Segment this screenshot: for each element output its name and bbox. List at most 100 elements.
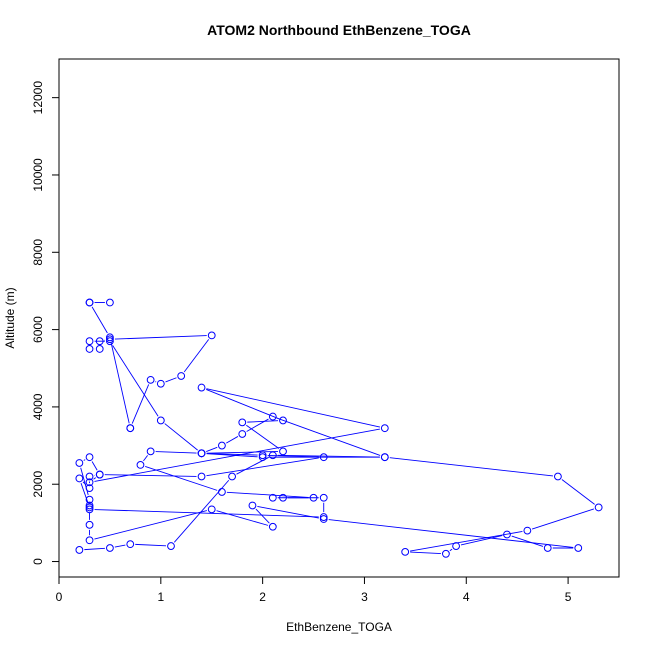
data-point bbox=[197, 449, 206, 458]
data-point bbox=[85, 505, 94, 514]
data-point bbox=[85, 337, 94, 346]
data-point bbox=[75, 474, 84, 483]
series-segment bbox=[206, 389, 279, 419]
series-segment bbox=[226, 436, 239, 444]
y-tick-label: 6000 bbox=[31, 316, 45, 343]
series-segment bbox=[206, 453, 258, 456]
data-point bbox=[268, 493, 277, 502]
x-axis: 0 1 2 3 4 5 bbox=[56, 576, 572, 604]
data-point bbox=[156, 379, 165, 388]
data-point bbox=[258, 451, 267, 460]
series-segment bbox=[131, 384, 150, 424]
data-point bbox=[279, 447, 287, 456]
data-point bbox=[279, 416, 287, 425]
series-segment bbox=[135, 543, 167, 547]
x-tick-label: 4 bbox=[463, 590, 470, 604]
series-segment bbox=[93, 477, 97, 480]
series-segment bbox=[449, 548, 453, 552]
data-point bbox=[319, 493, 328, 502]
series-segment bbox=[114, 544, 126, 548]
data-point bbox=[75, 546, 84, 554]
series-segment bbox=[247, 420, 279, 423]
series-segment bbox=[104, 474, 197, 477]
data-point bbox=[85, 298, 94, 307]
data-point bbox=[85, 472, 94, 481]
series-segment bbox=[460, 535, 503, 546]
data-point bbox=[95, 345, 104, 353]
data-point bbox=[380, 453, 389, 462]
y-axis-title: Altitude (m) bbox=[3, 287, 17, 348]
series-segment bbox=[226, 491, 309, 498]
y-tick-label: 8000 bbox=[31, 239, 45, 266]
series-segment bbox=[216, 510, 269, 526]
data-point bbox=[85, 345, 94, 353]
y-tick-label: 0 bbox=[31, 558, 45, 565]
data-point bbox=[146, 375, 155, 384]
series-segment bbox=[277, 417, 381, 456]
data-point bbox=[268, 451, 277, 460]
data-point bbox=[197, 383, 206, 392]
data-point bbox=[401, 547, 410, 556]
data-point bbox=[268, 412, 277, 421]
series-segment bbox=[561, 479, 595, 505]
data-point bbox=[95, 337, 104, 346]
plot-frame bbox=[58, 58, 620, 578]
series-segment bbox=[206, 457, 319, 477]
series-segment bbox=[80, 482, 89, 503]
x-tick-label: 2 bbox=[259, 590, 266, 604]
series-segment bbox=[206, 446, 218, 452]
data-point bbox=[156, 416, 165, 425]
series-segment bbox=[94, 510, 207, 540]
series-segment bbox=[114, 335, 207, 340]
data-point bbox=[248, 501, 257, 510]
series-segment bbox=[94, 428, 380, 482]
data-point bbox=[207, 331, 216, 340]
series-segment bbox=[257, 505, 319, 519]
series-segment bbox=[83, 459, 86, 461]
series-segment bbox=[91, 306, 108, 334]
data-point bbox=[85, 478, 94, 487]
data-point bbox=[106, 337, 114, 346]
data-point bbox=[380, 424, 389, 433]
data-point bbox=[75, 459, 84, 467]
data-point bbox=[95, 470, 104, 479]
data-point bbox=[279, 493, 287, 502]
x-tick-label: 1 bbox=[157, 590, 164, 604]
data-point bbox=[136, 460, 145, 469]
data-point bbox=[85, 501, 94, 510]
series-segment bbox=[410, 531, 523, 552]
series-segment bbox=[164, 423, 198, 451]
data-point bbox=[197, 472, 206, 481]
data-point bbox=[106, 544, 114, 552]
data-point bbox=[442, 549, 450, 558]
data-point bbox=[218, 488, 226, 496]
x-tick-label: 3 bbox=[361, 590, 368, 604]
data-point bbox=[258, 453, 267, 462]
series-segment bbox=[277, 454, 380, 458]
series-segment bbox=[145, 466, 218, 491]
series-group bbox=[75, 298, 603, 558]
series-segment bbox=[84, 547, 105, 551]
data-point bbox=[309, 493, 318, 502]
data-point bbox=[126, 540, 135, 549]
data-point bbox=[106, 335, 114, 344]
data-point bbox=[126, 424, 135, 433]
data-point bbox=[594, 503, 603, 512]
series-segment bbox=[531, 508, 595, 530]
data-point bbox=[319, 453, 328, 462]
data-point bbox=[106, 333, 114, 342]
series-segment bbox=[206, 451, 279, 454]
data-point bbox=[85, 520, 94, 529]
y-tick-label: 2000 bbox=[31, 471, 45, 498]
y-tick-label: 12000 bbox=[31, 81, 45, 115]
series-segment bbox=[246, 424, 280, 449]
data-point bbox=[207, 505, 216, 514]
series-segment bbox=[155, 451, 197, 454]
series-segment bbox=[173, 479, 230, 543]
y-axis: 0 2000 4000 6000 8000 10000 12000 bbox=[31, 81, 60, 565]
data-point bbox=[238, 418, 247, 427]
series-segment bbox=[91, 461, 98, 471]
data-point bbox=[146, 447, 155, 456]
